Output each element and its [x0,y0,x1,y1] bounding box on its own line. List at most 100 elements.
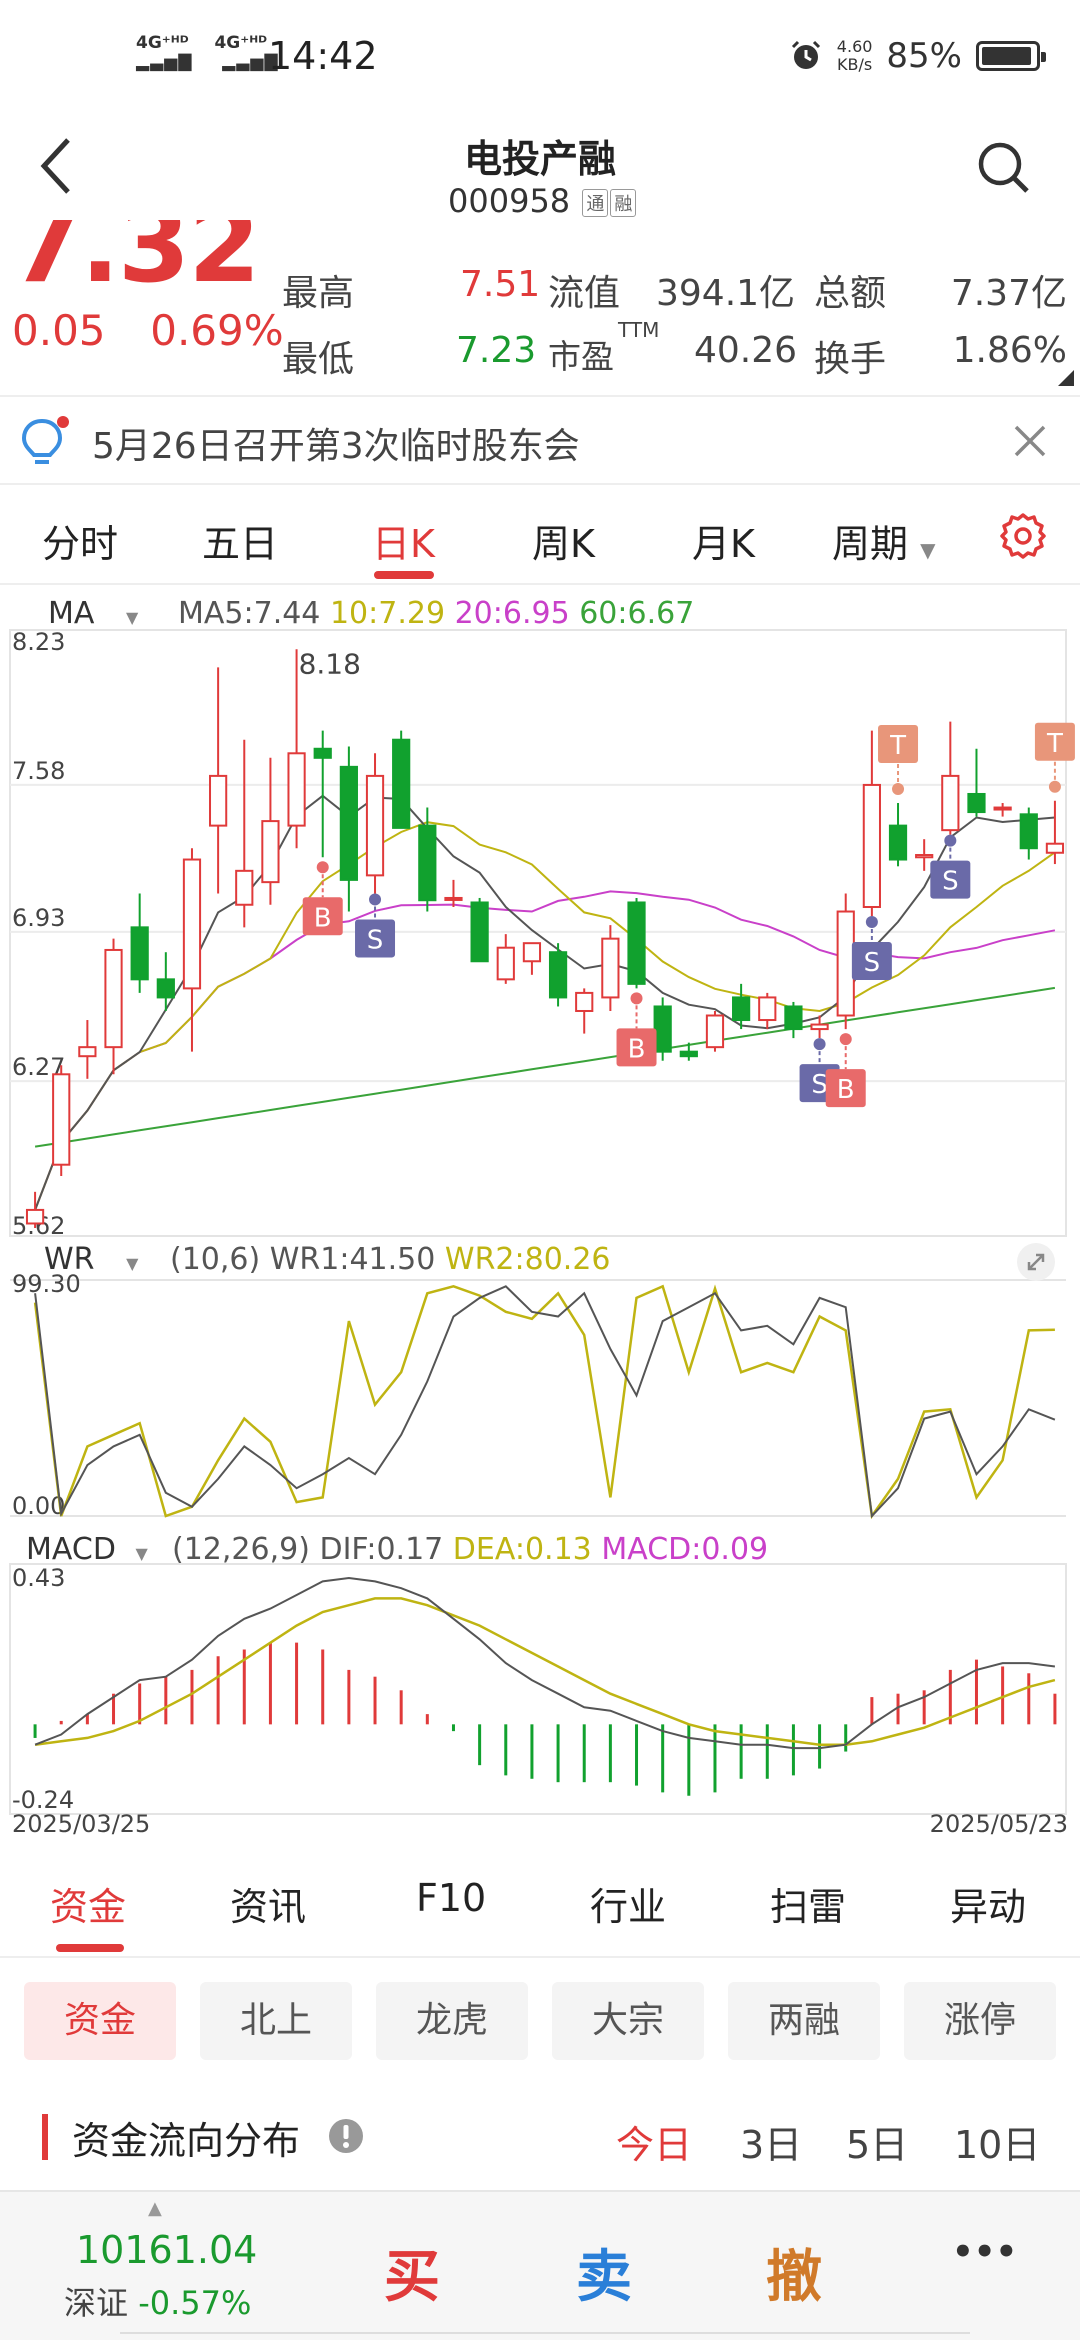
tab-intraday[interactable]: 分时 [42,522,119,566]
range-5d[interactable]: 5日 [846,2123,909,2167]
stock-header: 电投产融 000958 通融 [0,120,1080,230]
fullscreen-icon[interactable] [1016,1242,1056,1282]
candle-body-down [470,901,489,963]
signal-marker: T [1034,722,1075,793]
info-icon[interactable] [328,2118,364,2154]
candle [522,942,542,975]
candle [470,897,489,963]
signal-marker: B [825,1033,866,1108]
index-value[interactable]: 10161.04 [76,2228,258,2272]
y-tick-label: 8.23 [12,628,65,656]
close-icon[interactable] [1012,423,1048,459]
candle [104,938,123,1075]
tab-movement[interactable]: 异动 [950,1885,1027,1929]
candle [182,848,202,1052]
signal-bars-icon: ▂▃▅▇ [136,52,193,72]
candle-body-up [182,858,202,990]
low-label: 最低 [282,339,355,380]
settings-gear-icon[interactable] [998,511,1048,561]
battery-percent: 85% [886,36,962,76]
tab-period[interactable]: 周期 ▼ [832,513,936,568]
macd-panel-frame [9,1563,1067,1815]
stock-chart[interactable]: MA ▼ MA5:7.44 10:7.29 20:6.95 60:6.67 8.… [0,588,1080,1838]
candle [78,1020,97,1079]
index-label[interactable]: 深证 -0.57% [64,2278,251,2324]
back-arrow-icon[interactable] [36,136,76,196]
candle [967,748,986,817]
signal-label: B [628,1034,646,1064]
lightbulb-icon [21,416,69,464]
signal-dot [839,1033,852,1046]
ma20-legend: 20:6.95 [454,596,570,631]
range-3d[interactable]: 3日 [740,2123,803,2167]
low-value: 7.23 [456,330,537,371]
tab-fund[interactable]: 资金 [50,1885,127,1929]
notice-text[interactable]: 5月26日召开第3次临时股东会 [92,426,580,467]
signal-label: S [367,925,384,955]
wr-legend: (10,6) WR1:41.50 WR2:80.26 [170,1242,611,1277]
high-label: 最高 [282,273,355,314]
subtab-block-trade[interactable]: 大宗 [552,1982,704,2060]
network-indicator: 4G⁺ᴴᴰ 4G⁺ᴴᴰ ▂▃▅▇ ▂▃▅▇ [136,34,278,72]
signal-box [825,1069,866,1108]
candle-body-up [941,774,960,832]
candle-body-down [156,978,175,999]
wr-indicator-select[interactable]: WR ▼ [44,1242,139,1277]
tab-news[interactable]: 资讯 [230,1885,307,1929]
candle-body-down [732,996,751,1022]
macd-value-legend: MACD:0.09 [601,1532,769,1567]
tab-industry[interactable]: 行业 [590,1885,667,1929]
fund-flow-title: 资金流向分布 [72,2119,301,2163]
search-icon[interactable] [976,140,1032,196]
macd-indicator-select[interactable]: MACD ▼ [26,1532,148,1567]
ma5-line [34,794,1055,1211]
signal-dot [892,783,905,796]
tab-f10[interactable]: F10 [416,1876,487,1920]
buy-button[interactable]: 买 [384,2245,440,2310]
candle [653,997,672,1061]
subtab-margin[interactable]: 两融 [728,1982,880,2060]
ma-indicator-select[interactable]: MA ▼ [48,596,139,631]
candle [209,667,228,894]
last-price: 7.32 [10,220,261,306]
subtab-dragon-tiger[interactable]: 龙虎 [376,1982,528,2060]
candle [732,983,751,1030]
tab-risk-scan[interactable]: 扫雷 [770,1885,847,1929]
notice-bar[interactable]: 5月26日召开第3次临时股东会 [0,395,1080,485]
candle-body-down [313,747,332,759]
expand-up-icon[interactable]: ▲ [148,2198,162,2219]
tab-weekly-k[interactable]: 周K [532,522,595,566]
expand-corner-icon[interactable] [1058,370,1074,386]
wr2-legend: WR2:80.26 [444,1242,611,1277]
stock-name: 电投产融 [463,137,616,181]
quote-panel: 7.32 0.05 0.69% 最高 7.51 流值 394.1亿 总额 7.3… [0,220,1080,395]
candle-body-down [418,824,437,902]
candle [810,1015,829,1039]
candle-body-up [104,948,123,1049]
range-today[interactable]: 今日 [616,2123,693,2167]
candle [52,1065,71,1177]
sell-button[interactable]: 卖 [576,2245,632,2310]
tab-five-day[interactable]: 五日 [202,522,279,566]
network-label-2: 4G⁺ᴴᴰ [214,33,268,53]
tab-monthly-k[interactable]: 月K [692,522,755,566]
candle-body-up [915,854,934,859]
y-tick-label: 7.58 [12,757,65,785]
network-label-1: 4G⁺ᴴᴰ [136,33,189,53]
tab-daily-k[interactable]: 日K [372,522,435,566]
subtab-northbound[interactable]: 北上 [200,1982,352,2060]
wr-y-tick-bottom: 0.00 [12,1492,65,1520]
more-button[interactable]: ••• [952,2232,1018,2272]
dropdown-triangle-icon: ▼ [920,538,936,562]
signal-label: S [942,867,959,897]
candle [313,730,332,858]
candle-body-up [287,752,306,827]
candle [993,803,1012,817]
candle [941,721,960,835]
subtab-limit-up[interactable]: 涨停 [904,1982,1056,2060]
quote-row-low: 最低 7.23 市盈 TTM 40.26 换手 1.86% [282,318,1067,382]
turnover-rate-label: 换手 [814,339,887,380]
subtab-fund[interactable]: 资金 [24,1982,176,2060]
range-10d[interactable]: 10日 [954,2123,1041,2167]
cancel-order-button[interactable]: 撤 [766,2245,822,2310]
